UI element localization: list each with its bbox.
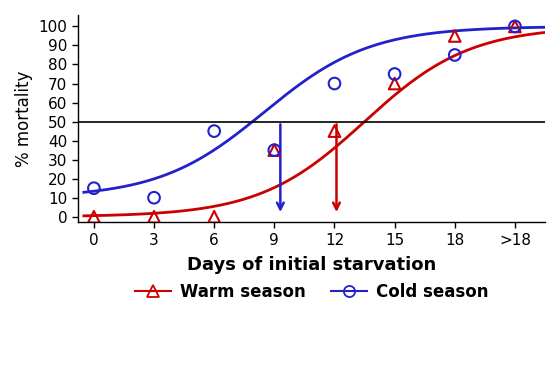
Point: [330, 128, 339, 134]
Point: [90, 214, 99, 220]
Point: [209, 128, 218, 134]
Point: [511, 23, 520, 30]
Point: [330, 80, 339, 87]
X-axis label: Days of initial starvation: Days of initial starvation: [187, 256, 436, 274]
Point: [450, 52, 459, 58]
Legend: Warm season, Cold season: Warm season, Cold season: [128, 277, 494, 308]
Point: [270, 147, 279, 153]
Point: [390, 80, 399, 87]
Point: [209, 214, 218, 220]
Point: [270, 147, 279, 153]
Point: [450, 33, 459, 39]
Point: [390, 71, 399, 77]
Point: [150, 214, 158, 220]
Y-axis label: % mortality: % mortality: [15, 71, 33, 167]
Point: [90, 185, 99, 191]
Point: [511, 23, 520, 30]
Point: [150, 195, 158, 201]
